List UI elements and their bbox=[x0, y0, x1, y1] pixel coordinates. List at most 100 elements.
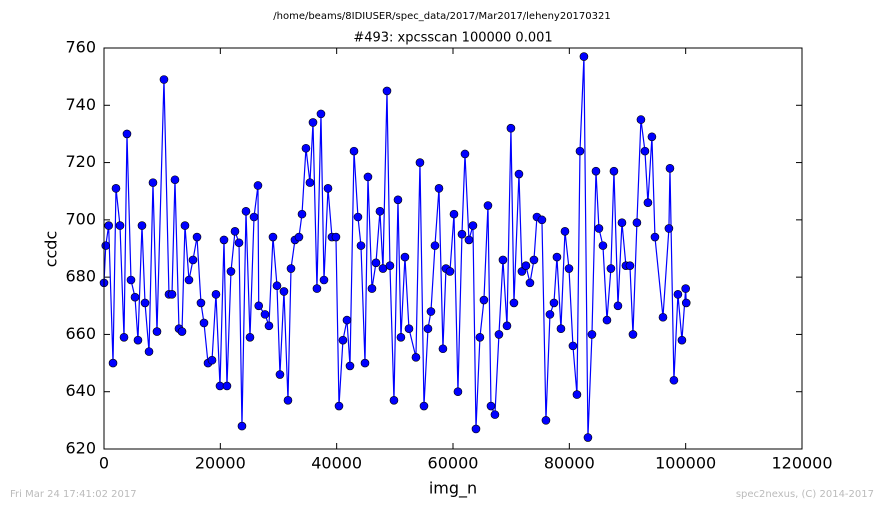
y-tick-label: 680 bbox=[65, 267, 96, 286]
data-point bbox=[591, 166, 601, 176]
data-point bbox=[521, 261, 531, 270]
x-tick-label: 40000 bbox=[311, 454, 362, 473]
x-tick-label: 0 bbox=[99, 454, 109, 473]
data-point bbox=[643, 198, 653, 207]
data-point bbox=[323, 184, 333, 193]
y-tick-label: 760 bbox=[65, 38, 96, 57]
data-point bbox=[636, 115, 646, 124]
data-point bbox=[264, 321, 274, 331]
data-point bbox=[400, 252, 410, 262]
data-point bbox=[632, 218, 642, 228]
data-point bbox=[104, 221, 113, 230]
data-point bbox=[498, 255, 508, 265]
data-point bbox=[177, 327, 187, 336]
data-point bbox=[617, 218, 627, 228]
data-point bbox=[556, 324, 566, 334]
data-point bbox=[192, 232, 202, 242]
data-point bbox=[122, 129, 132, 139]
data-point bbox=[319, 275, 329, 285]
footer-credit: spec2nexus, (C) 2014-2017 bbox=[736, 489, 874, 500]
data-point bbox=[363, 172, 373, 182]
data-point bbox=[673, 290, 683, 299]
data-point bbox=[148, 178, 158, 187]
data-point bbox=[159, 75, 169, 84]
data-point bbox=[665, 164, 675, 173]
y-tick-label: 700 bbox=[65, 209, 96, 228]
x-tick-label: 120000 bbox=[771, 454, 832, 473]
y-tick-label: 660 bbox=[65, 324, 96, 343]
data-point bbox=[426, 307, 436, 316]
data-point bbox=[393, 195, 403, 205]
data-point bbox=[334, 401, 344, 411]
y-tick-label: 740 bbox=[65, 95, 96, 114]
data-point bbox=[360, 358, 370, 368]
data-point bbox=[382, 86, 392, 96]
data-point bbox=[305, 178, 315, 187]
data-point bbox=[367, 284, 377, 293]
data-point bbox=[419, 401, 429, 411]
data-point bbox=[234, 238, 244, 248]
data-point bbox=[658, 312, 668, 322]
data-point bbox=[272, 281, 282, 291]
data-point bbox=[312, 284, 322, 293]
data-point bbox=[316, 109, 326, 119]
data-point bbox=[126, 275, 136, 285]
x-tick-label: 100000 bbox=[655, 454, 716, 473]
data-point bbox=[647, 132, 657, 142]
data-point bbox=[268, 232, 278, 242]
data-point bbox=[349, 146, 359, 156]
data-point bbox=[286, 264, 296, 273]
data-point bbox=[130, 292, 140, 302]
data-point bbox=[445, 267, 455, 276]
data-point bbox=[514, 169, 524, 179]
data-point bbox=[101, 241, 111, 250]
data-point bbox=[342, 315, 352, 325]
data-point bbox=[111, 184, 121, 193]
footer-date: Fri Mar 24 17:41:02 2017 bbox=[10, 489, 137, 500]
data-point bbox=[572, 390, 582, 399]
data-point bbox=[650, 232, 660, 242]
data-point bbox=[396, 332, 406, 342]
data-point bbox=[371, 258, 381, 268]
data-point bbox=[188, 255, 198, 265]
chart-subtitle: #493: xpcsscan 100000 0.001 bbox=[353, 31, 552, 46]
data-point bbox=[552, 252, 562, 262]
data-point bbox=[486, 401, 496, 411]
data-point bbox=[137, 221, 147, 230]
data-point bbox=[502, 321, 512, 331]
data-point bbox=[669, 375, 679, 385]
data-point bbox=[681, 298, 691, 308]
data-point bbox=[545, 310, 555, 319]
data-point bbox=[404, 324, 414, 334]
x-tick-label: 20000 bbox=[195, 454, 246, 473]
data-point bbox=[199, 318, 209, 328]
data-point bbox=[525, 278, 535, 288]
data-point bbox=[613, 301, 623, 311]
data-point bbox=[625, 261, 635, 270]
data-point bbox=[389, 396, 399, 405]
data-point bbox=[460, 149, 470, 159]
data-point bbox=[170, 175, 180, 185]
x-axis-label: img_n bbox=[429, 479, 477, 499]
data-point bbox=[564, 264, 574, 273]
data-point bbox=[338, 335, 348, 345]
data-point bbox=[275, 370, 285, 379]
data-point bbox=[609, 166, 619, 176]
data-point bbox=[385, 261, 395, 270]
data-point bbox=[301, 143, 311, 153]
data-point bbox=[449, 209, 459, 219]
data-point bbox=[297, 209, 307, 219]
data-point bbox=[180, 221, 190, 230]
data-point bbox=[453, 387, 463, 397]
y-tick-label: 620 bbox=[65, 439, 96, 458]
data-point bbox=[241, 206, 251, 216]
data-point bbox=[537, 215, 547, 225]
data-point bbox=[411, 353, 421, 362]
data-point bbox=[237, 421, 247, 431]
data-point bbox=[583, 433, 593, 442]
data-point bbox=[423, 324, 433, 334]
data-point bbox=[549, 298, 559, 308]
data-point bbox=[575, 146, 585, 156]
data-point bbox=[353, 212, 363, 222]
